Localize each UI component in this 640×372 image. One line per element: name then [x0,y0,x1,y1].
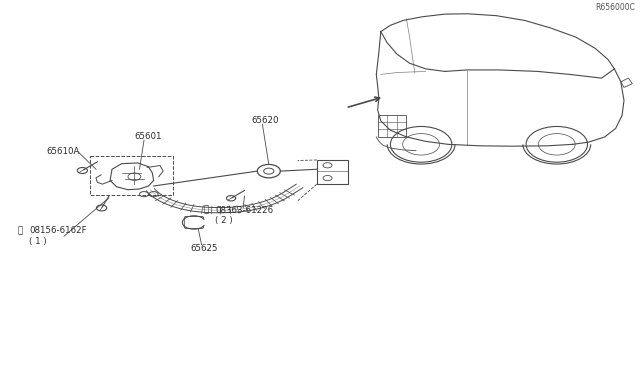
Text: Ⓑ: Ⓑ [18,226,23,235]
Bar [317,160,348,184]
Text: 65601: 65601 [134,132,162,141]
Bar [378,115,406,137]
Text: R656000C: R656000C [595,3,635,12]
Text: 65625: 65625 [191,244,218,253]
Bar [90,156,173,195]
Text: ( 2 ): ( 2 ) [215,216,233,225]
Text: ( 1 ): ( 1 ) [29,237,47,246]
Text: 65620: 65620 [252,116,279,125]
Text: Ⓑ: Ⓑ [204,206,209,215]
Text: 08363-61226: 08363-61226 [215,206,273,215]
Text: 08156-6162F: 08156-6162F [29,226,87,235]
Wedge shape [201,220,207,225]
Text: 65610A: 65610A [46,147,79,156]
